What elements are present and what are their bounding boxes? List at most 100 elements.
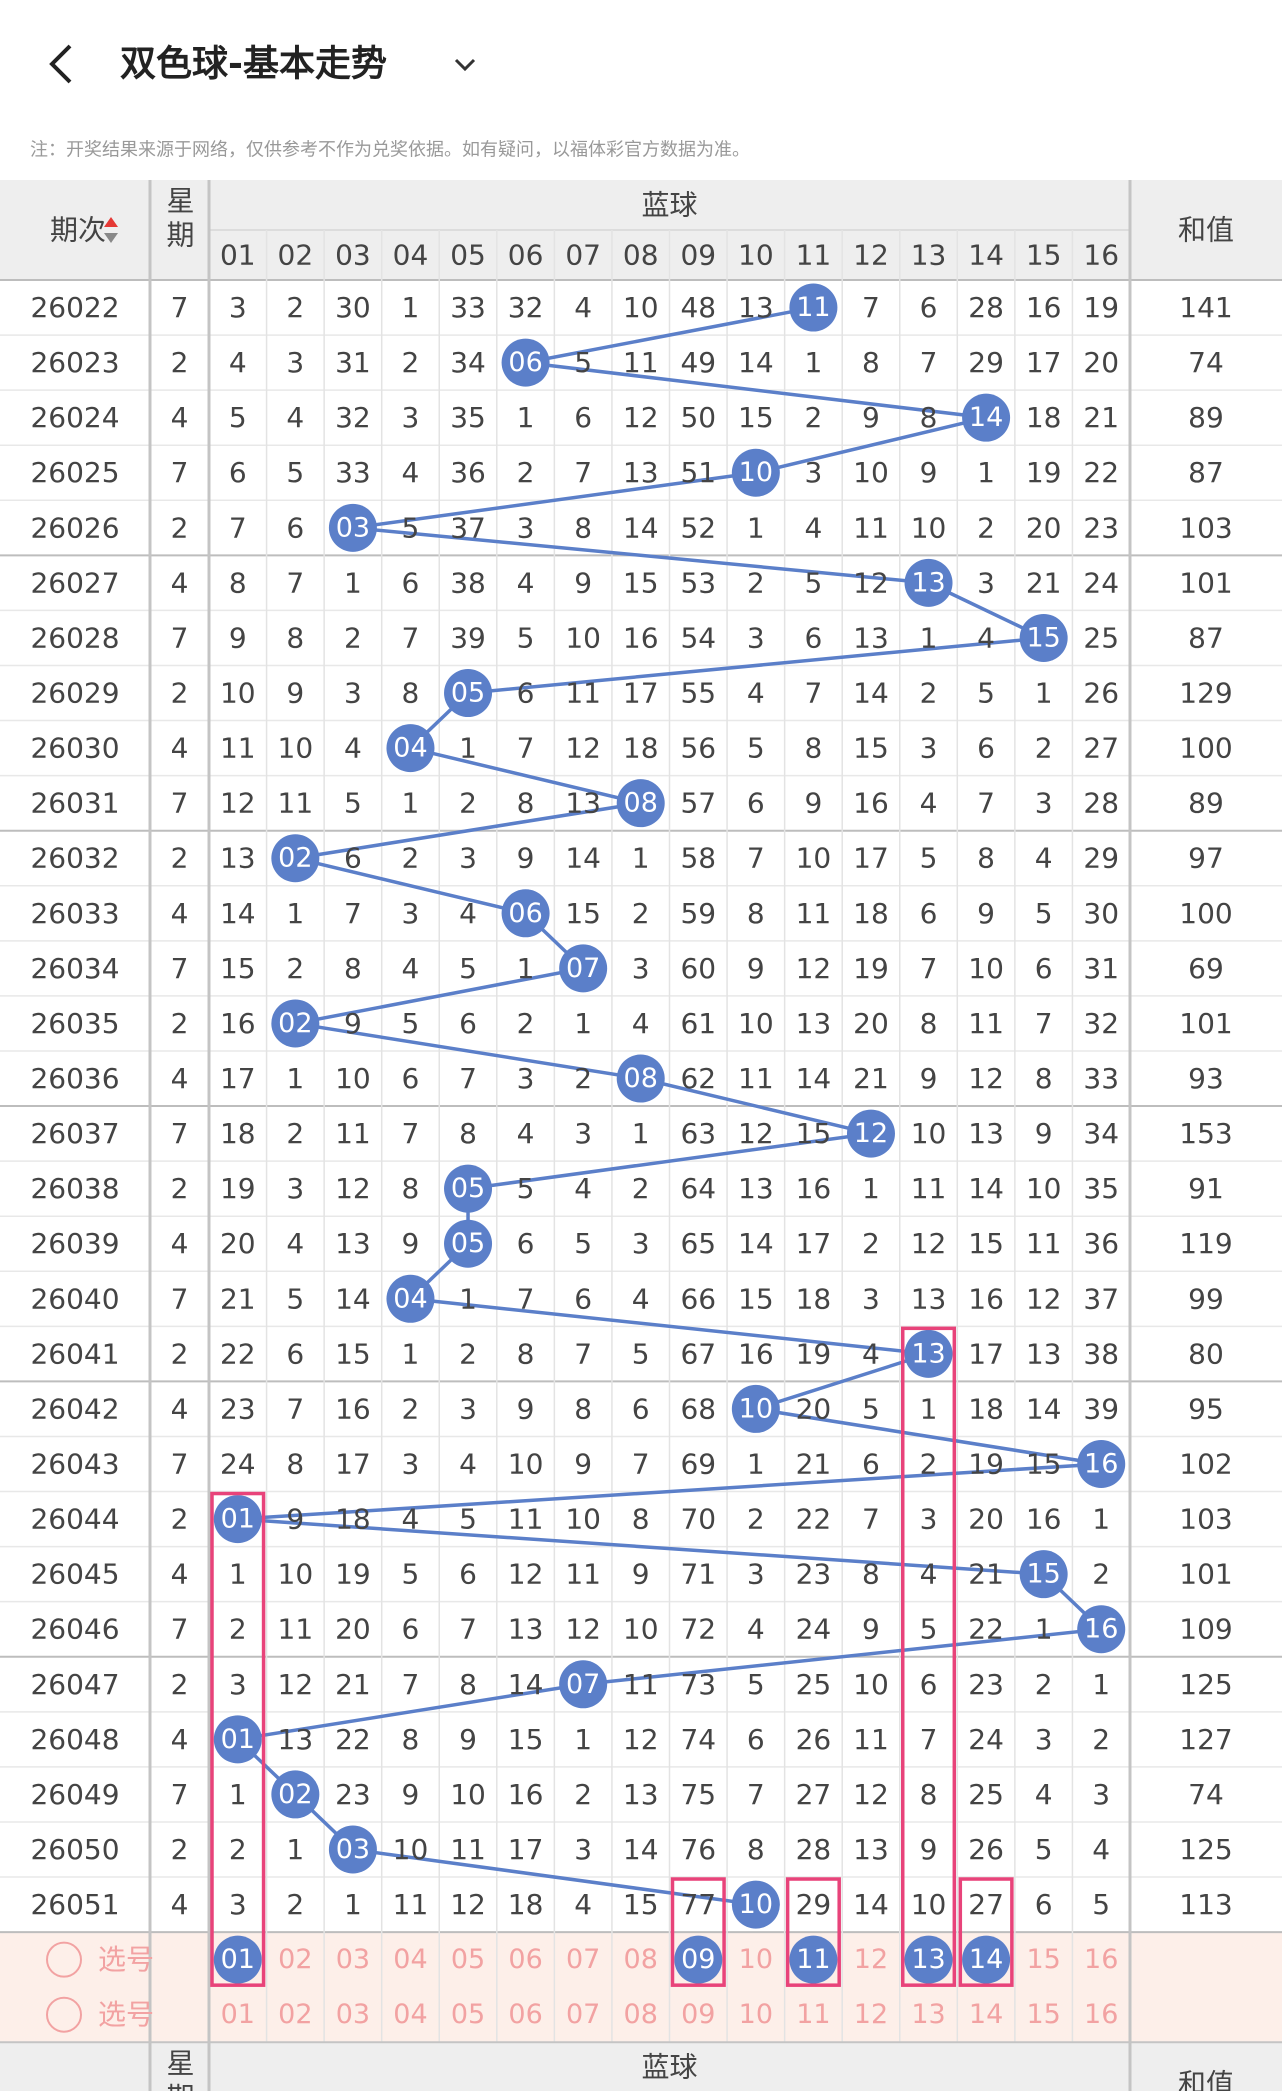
header-bg (0, 2042, 1282, 2091)
miss-count: 6 (402, 566, 420, 599)
miss-count: 4 (286, 1227, 304, 1260)
selected-number[interactable]: 01 (221, 1944, 255, 1975)
miss-count: 21 (968, 1558, 1004, 1591)
selected-number[interactable]: 14 (969, 1944, 1003, 1975)
miss-count: 13 (508, 1613, 544, 1646)
select-number[interactable]: 10 (739, 1999, 773, 2030)
miss-count: 8 (286, 621, 304, 654)
select-number[interactable]: 02 (278, 1944, 312, 1975)
select-number[interactable]: 15 (1026, 1944, 1060, 1975)
miss-count: 8 (862, 1558, 880, 1591)
miss-count: 49 (680, 346, 716, 379)
select-number[interactable]: 05 (451, 1944, 485, 1975)
miss-count: 2 (920, 677, 938, 710)
miss-count: 3 (402, 1448, 420, 1481)
highlight-box (901, 1326, 957, 1987)
miss-count: 16 (738, 1337, 774, 1370)
select-number[interactable]: 16 (1084, 1999, 1118, 2030)
select-number[interactable]: 11 (796, 1999, 830, 2030)
miss-count: 4 (574, 1172, 592, 1205)
miss-count: 35 (450, 401, 486, 434)
selected-number[interactable]: 11 (796, 1944, 830, 1975)
miss-count: 13 (623, 456, 659, 489)
select-number[interactable]: 08 (624, 1944, 658, 1975)
select-number[interactable]: 06 (508, 1999, 542, 2030)
select-number[interactable]: 09 (681, 1999, 715, 2030)
select-number[interactable]: 07 (566, 1944, 600, 1975)
miss-count: 20 (1083, 346, 1119, 379)
miss-count: 7 (459, 1062, 477, 1095)
miss-count: 20 (335, 1613, 371, 1646)
sum-value: 74 (1188, 346, 1224, 379)
select-number[interactable]: 08 (624, 1999, 658, 2030)
select-number[interactable]: 12 (854, 1944, 888, 1975)
miss-count: 10 (911, 1117, 947, 1150)
back-button[interactable] (49, 44, 72, 84)
sum-value: 141 (1179, 291, 1232, 324)
miss-count: 71 (680, 1558, 716, 1591)
miss-count: 12 (853, 566, 889, 599)
sum-value: 80 (1188, 1337, 1224, 1370)
select-number[interactable]: 13 (911, 1999, 945, 2030)
miss-count: 8 (402, 1172, 420, 1205)
select-number[interactable]: 06 (508, 1944, 542, 1975)
select-number[interactable]: 10 (739, 1944, 773, 1975)
hit-ball (1019, 613, 1068, 662)
sum-value: 95 (1188, 1392, 1224, 1425)
period-header[interactable]: 期次 (50, 214, 106, 247)
miss-count: 6 (1035, 952, 1053, 985)
hit-number: 02 (278, 1779, 312, 1810)
miss-count: 6 (804, 621, 822, 654)
selected-number[interactable]: 13 (911, 1944, 945, 1975)
select-radio[interactable] (46, 1996, 82, 2033)
selected-ball[interactable] (674, 1935, 723, 1984)
selected-ball[interactable] (213, 1935, 262, 1984)
select-number[interactable]: 04 (393, 1944, 427, 1975)
select-number[interactable]: 02 (278, 1999, 312, 2030)
period: 26026 (30, 511, 119, 544)
miss-count: 4 (1035, 1778, 1053, 1811)
select-number[interactable]: 03 (336, 1999, 370, 2030)
miss-count: 16 (796, 1172, 832, 1205)
miss-count: 11 (623, 346, 659, 379)
selected-number[interactable]: 09 (681, 1944, 715, 1975)
miss-count: 21 (853, 1062, 889, 1095)
miss-count: 33 (335, 456, 371, 489)
miss-count: 5 (574, 346, 592, 379)
miss-count: 70 (680, 1503, 716, 1536)
miss-count: 15 (335, 1337, 371, 1370)
title-dropdown[interactable] (454, 58, 476, 72)
selected-ball[interactable] (789, 1935, 838, 1984)
miss-count: 24 (968, 1723, 1004, 1756)
miss-count: 10 (393, 1833, 429, 1866)
miss-count: 7 (977, 787, 995, 820)
select-number[interactable]: 16 (1084, 1944, 1118, 1975)
select-number[interactable]: 14 (969, 1999, 1003, 2030)
miss-count: 15 (796, 1117, 832, 1150)
selected-ball[interactable] (904, 1935, 953, 1984)
select-number[interactable]: 15 (1026, 1999, 1060, 2030)
miss-count: 2 (1035, 732, 1053, 765)
miss-count: 7 (459, 1613, 477, 1646)
select-number[interactable]: 12 (854, 1999, 888, 2030)
highlight-box (785, 1877, 841, 1987)
select-number[interactable]: 01 (221, 1999, 255, 2030)
miss-count: 6 (459, 1007, 477, 1040)
selected-ball[interactable] (962, 1935, 1011, 1984)
select-radio[interactable] (46, 1941, 82, 1978)
sum-value: 102 (1179, 1448, 1232, 1481)
weekday: 7 (171, 621, 189, 654)
select-number[interactable]: 07 (566, 1999, 600, 2030)
miss-count: 5 (459, 952, 477, 985)
select-number[interactable]: 05 (451, 1999, 485, 2030)
sum-header: 和值 (1178, 214, 1234, 247)
miss-count: 31 (335, 346, 371, 379)
weekday: 2 (171, 1172, 189, 1205)
miss-count: 17 (623, 677, 659, 710)
miss-count: 69 (680, 1448, 716, 1481)
miss-count: 16 (220, 1007, 256, 1040)
miss-count: 15 (968, 1227, 1004, 1260)
select-number[interactable]: 03 (336, 1944, 370, 1975)
select-number[interactable]: 04 (393, 1999, 427, 2030)
blue-header: 蓝球 (641, 189, 697, 222)
